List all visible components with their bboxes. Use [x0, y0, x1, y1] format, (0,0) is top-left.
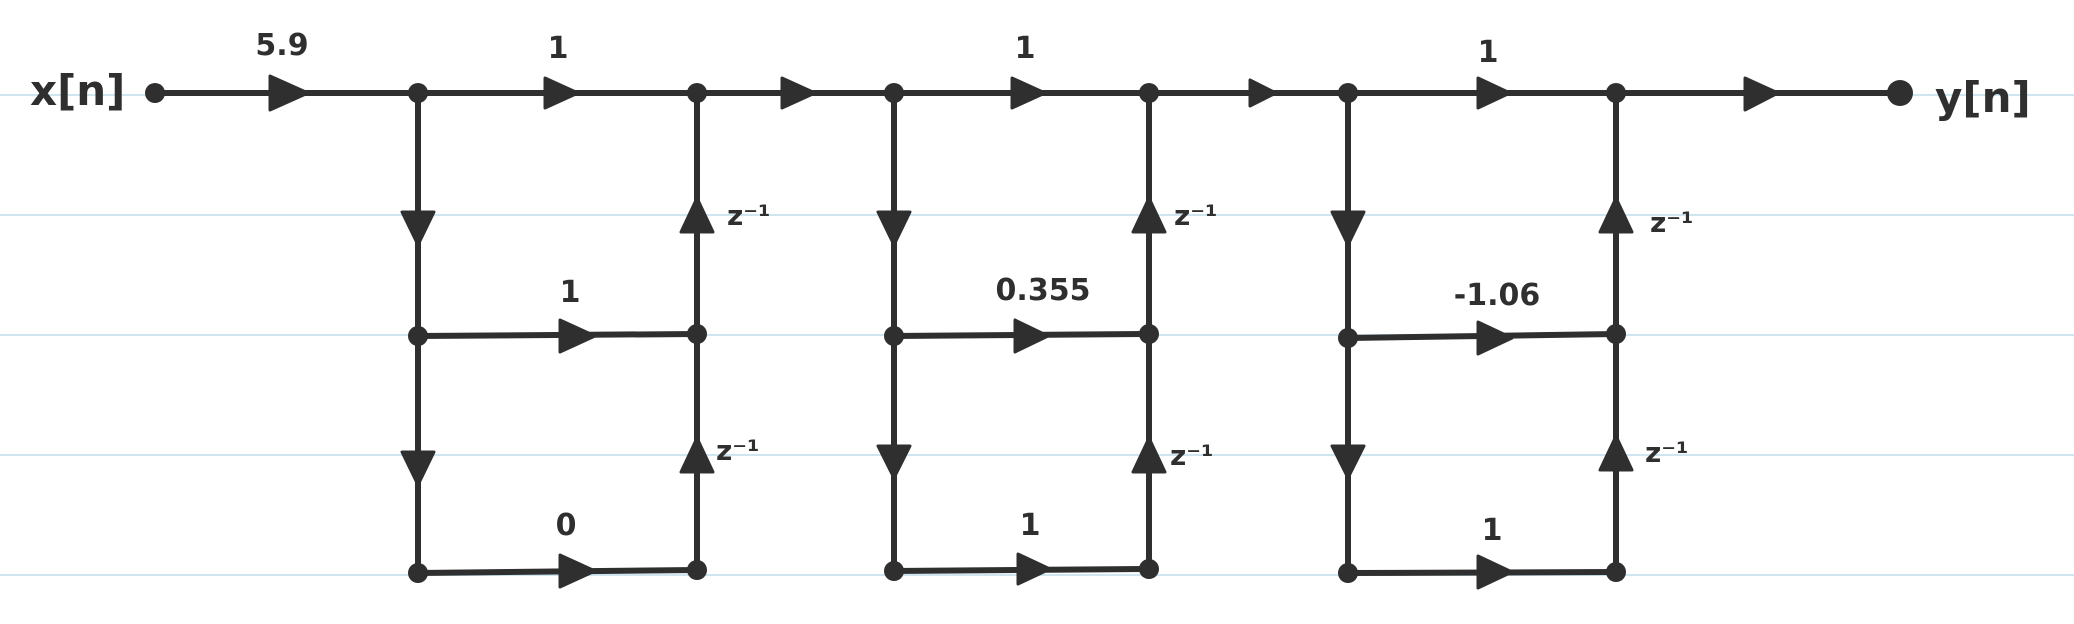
input-signal-label: x[n]: [30, 66, 125, 115]
arrow-down: [876, 444, 912, 480]
junction-node: [1606, 562, 1626, 582]
junction-node: [884, 83, 904, 103]
nodes: [145, 80, 1913, 583]
arrow-up: [679, 436, 715, 474]
arrow-right: [558, 553, 597, 589]
junction-node: [408, 563, 428, 583]
junction-node: [884, 561, 904, 581]
arrow-up: [1131, 436, 1167, 474]
section-2-delay-upper: z⁻¹: [1174, 199, 1217, 232]
junction-node: [884, 326, 904, 346]
junction-node: [1338, 563, 1358, 583]
section-1-middle-branch: [415, 331, 700, 339]
arrowheads: [268, 74, 1780, 590]
arrow-right: [1248, 78, 1278, 108]
arrow-up: [679, 196, 715, 234]
arrow-down: [876, 210, 912, 247]
arrow-up: [1598, 434, 1634, 472]
arrow-right: [1013, 318, 1050, 354]
junction-node: [687, 560, 707, 580]
junction-node: [1606, 324, 1626, 344]
input-gain-label: 5.9: [255, 28, 308, 63]
junction-node: [1606, 83, 1626, 103]
input-node: [145, 83, 165, 103]
arrow-right: [780, 76, 817, 110]
arrow-right: [1016, 552, 1052, 586]
section-3-delay-upper: z⁻¹: [1650, 206, 1693, 239]
section-1-second-order-gain: 0: [556, 508, 577, 543]
arrow-right: [1476, 320, 1514, 356]
arrow-up: [1598, 196, 1634, 234]
junction-node: [408, 326, 428, 346]
arrow-down: [1330, 444, 1366, 480]
junction-node: [687, 83, 707, 103]
section-3-second-order-gain: 1: [1482, 513, 1503, 548]
section-1-delay-lower: z⁻¹: [716, 434, 759, 467]
junction-node: [408, 83, 428, 103]
section-1-first-order-gain: 1: [560, 275, 581, 310]
junction-node: [1338, 328, 1358, 348]
junction-node: [1139, 559, 1159, 579]
arrow-right: [558, 318, 597, 354]
junction-node: [687, 324, 707, 344]
section-3-feedforward-gain: 1: [1478, 35, 1499, 70]
arrow-right: [268, 74, 310, 112]
arrow-up: [1131, 196, 1167, 234]
arrow-down: [400, 450, 436, 487]
section-2-delay-lower: z⁻¹: [1170, 439, 1213, 472]
arrow-right: [543, 76, 580, 110]
arrow-right: [1010, 76, 1047, 110]
arrow-right: [1476, 554, 1514, 590]
section-1-feedforward-gain: 1: [548, 31, 569, 66]
output-signal-label: y[n]: [1935, 73, 2031, 122]
junction-node: [1139, 324, 1159, 344]
section-1-delay-upper: z⁻¹: [727, 199, 770, 232]
arrow-right: [1476, 76, 1512, 110]
section-2-first-order-gain: 0.355: [996, 273, 1091, 308]
section-3-first-order-gain: -1.06: [1454, 278, 1540, 313]
arrow-right: [1743, 76, 1780, 112]
arrow-down: [400, 210, 436, 247]
section-3-delay-lower: z⁻¹: [1645, 436, 1688, 469]
output-node: [1887, 80, 1913, 106]
arrow-down: [1330, 210, 1366, 247]
section-2-feedforward-gain: 1: [1015, 31, 1036, 66]
junction-node: [1338, 83, 1358, 103]
section-1-bottom-branch: [415, 567, 700, 576]
section-2-second-order-gain: 1: [1020, 508, 1041, 543]
junction-node: [1139, 83, 1159, 103]
